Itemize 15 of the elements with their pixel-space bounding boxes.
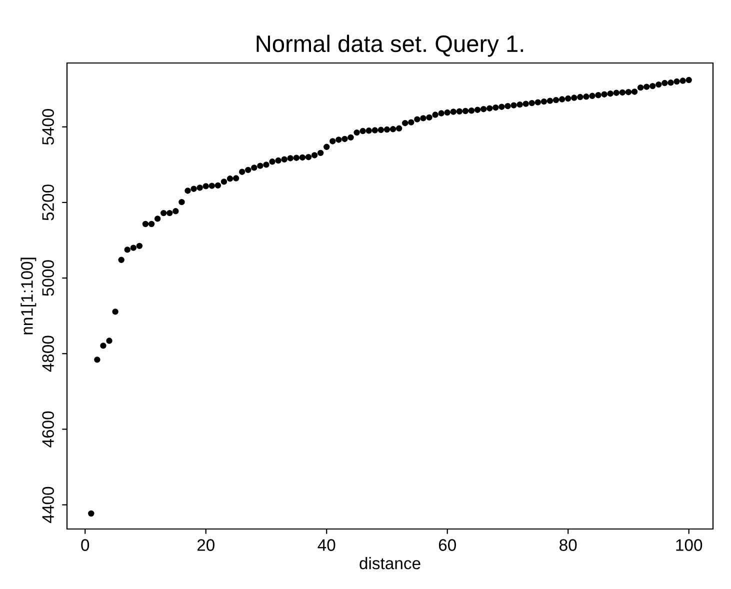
y-tick-label: 5000 xyxy=(42,260,54,296)
y-tick-label: 4400 xyxy=(42,486,54,523)
x-tick-label: 40 xyxy=(318,539,336,551)
x-tick-label: 100 xyxy=(676,539,702,551)
y-tick-label: 4800 xyxy=(42,336,54,372)
x-tick-label: 20 xyxy=(197,539,214,551)
chart-title: Normal data set. Query 1. xyxy=(256,34,524,57)
y-tick-label: 5200 xyxy=(42,184,54,220)
y-tick-label: 5400 xyxy=(42,108,54,145)
x-tick-label: 0 xyxy=(81,539,90,551)
y-axis-title: nn1[1:100] xyxy=(20,258,36,334)
x-tick-label: 80 xyxy=(560,539,577,551)
x-axis-title: distance xyxy=(360,557,420,570)
x-tick-label: 60 xyxy=(438,539,456,551)
y-tick-label: 4600 xyxy=(42,411,54,448)
